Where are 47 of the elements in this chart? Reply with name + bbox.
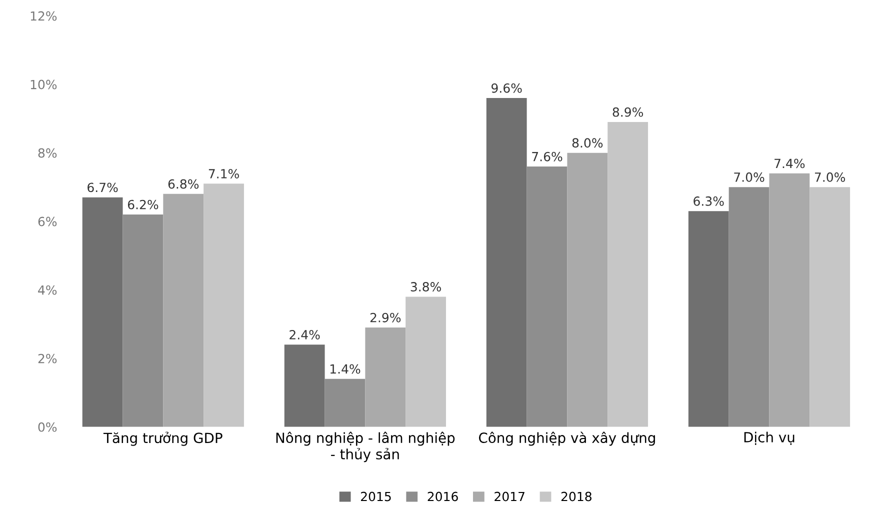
- data-label: 2.9%: [370, 312, 401, 322]
- bar: [769, 173, 810, 427]
- data-label: 7.1%: [208, 169, 239, 178]
- data-label: 8.0%: [572, 138, 603, 148]
- bar: [82, 197, 123, 427]
- y-tick-label: 8%: [38, 148, 57, 158]
- data-label: 3.8%: [410, 282, 441, 292]
- y-tick-label: 2%: [38, 354, 57, 364]
- legend-label: 2016: [428, 492, 458, 502]
- data-label: 1.4%: [330, 364, 360, 374]
- data-label: 6.3%: [694, 196, 724, 206]
- y-tick-label: 6%: [38, 216, 57, 226]
- data-label: 6.7%: [88, 182, 118, 192]
- data-label: 6.2%: [128, 200, 158, 210]
- legend-label: 2015: [360, 492, 391, 502]
- data-label: 8.9%: [612, 107, 644, 117]
- bar: [324, 378, 366, 427]
- bar: [406, 296, 446, 427]
- legend-label: 2017: [494, 492, 524, 502]
- x-tick-label: Tăng trưởng GDP: [103, 432, 222, 446]
- bar: [608, 122, 648, 427]
- data-label: 9.6%: [492, 83, 522, 93]
- y-tick-label: 12%: [30, 11, 57, 21]
- y-tick-label: 0%: [38, 422, 57, 432]
- bar: [284, 344, 325, 427]
- bar: [810, 187, 850, 427]
- bar: [486, 98, 527, 427]
- x-tick-label: Dịch vụ: [744, 432, 794, 445]
- data-label: 7.6%: [532, 152, 562, 162]
- bar: [526, 166, 568, 427]
- bar: [122, 214, 164, 427]
- y-tick-label: 10%: [30, 80, 57, 90]
- data-label: 7.0%: [734, 172, 764, 182]
- data-label: 2.4%: [290, 330, 320, 340]
- x-tick-label: Nông nghiệp - lâm nghiệp - thủy sản: [276, 432, 455, 462]
- y-tick-label: 4%: [38, 285, 57, 295]
- data-label: 6.8%: [168, 179, 199, 189]
- data-label: 7.0%: [814, 172, 846, 182]
- bar: [728, 187, 770, 427]
- data-label: 7.4%: [774, 158, 805, 168]
- x-tick-label: Công nghiệp và xây dựng: [478, 432, 655, 446]
- bar: [365, 328, 406, 427]
- bar: [567, 152, 608, 427]
- bar: [163, 194, 204, 427]
- bar: [204, 184, 244, 427]
- legend-label: 2018: [561, 492, 592, 502]
- bar: [688, 211, 729, 427]
